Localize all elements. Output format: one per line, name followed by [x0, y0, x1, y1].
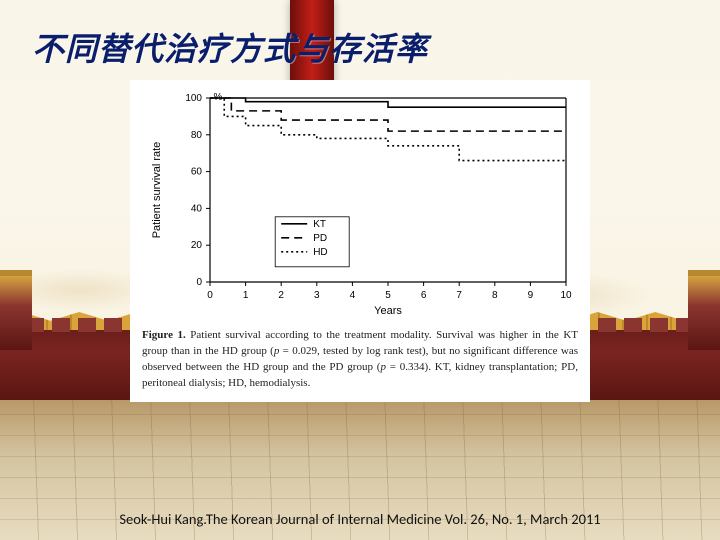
building-left: [0, 270, 32, 350]
svg-text:HD: HD: [313, 247, 327, 258]
svg-text:Patient survival rate: Patient survival rate: [151, 142, 163, 239]
svg-text:7: 7: [456, 290, 462, 301]
svg-text:80: 80: [191, 130, 203, 141]
svg-text:PD: PD: [313, 233, 327, 244]
svg-text:4: 4: [350, 290, 356, 301]
building-right: [688, 270, 720, 350]
survival-chart: 020406080100%012345678910YearsPatient su…: [142, 88, 578, 320]
svg-text:Years: Years: [374, 305, 402, 317]
chart-svg: 020406080100%012345678910YearsPatient su…: [142, 88, 578, 320]
svg-text:1: 1: [243, 290, 249, 301]
citation: Seok-Hui Kang.The Korean Journal of Inte…: [0, 510, 720, 528]
slide-title: 不同替代治疗方式与存活率: [32, 24, 428, 70]
figure-caption: Figure 1. Patient survival according to …: [142, 328, 578, 392]
figure-card: 020406080100%012345678910YearsPatient su…: [130, 80, 590, 402]
svg-text:40: 40: [191, 203, 203, 214]
svg-text:60: 60: [191, 167, 203, 178]
svg-text:0: 0: [207, 290, 213, 301]
svg-text:20: 20: [191, 240, 203, 251]
svg-text:2: 2: [278, 290, 284, 301]
svg-text:9: 9: [528, 290, 534, 301]
svg-text:0: 0: [196, 277, 202, 288]
svg-text:10: 10: [560, 290, 572, 301]
svg-text:8: 8: [492, 290, 498, 301]
svg-text:KT: KT: [313, 219, 326, 230]
svg-text:5: 5: [385, 290, 391, 301]
svg-text:100: 100: [185, 93, 202, 104]
caption-lead: Figure 1.: [142, 329, 186, 341]
svg-text:3: 3: [314, 290, 320, 301]
svg-text:6: 6: [421, 290, 427, 301]
